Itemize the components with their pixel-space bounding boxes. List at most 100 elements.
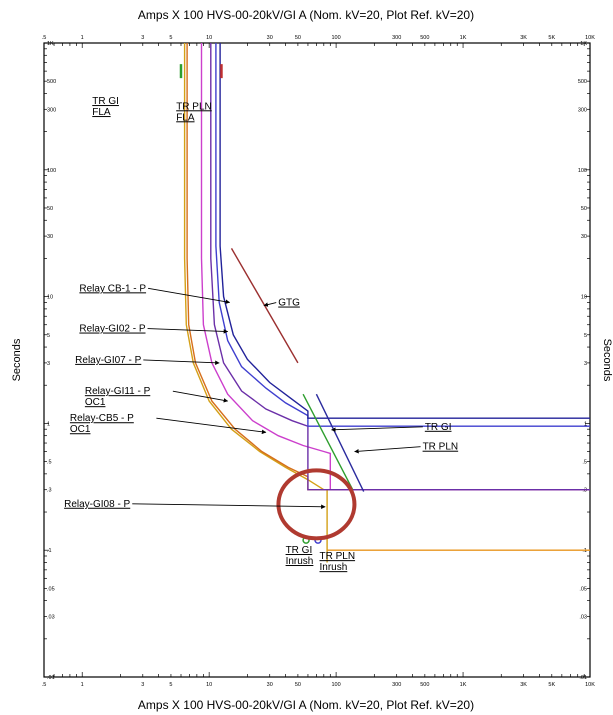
lbl-tr-pln-inrush-line: Inrush (320, 562, 348, 573)
x-tick-label-top: 300 (392, 35, 401, 41)
x-tick-label-top: .5 (42, 35, 47, 41)
lbl-relay-gi11: Relay-GI11 - P OC1 (85, 386, 151, 408)
y-tick-label-right: 500 (578, 79, 587, 85)
lbl-tr-gi-inrush-line: TR GI (286, 545, 313, 556)
lbl-relay-gi08: Relay-GI08 - P (64, 499, 130, 510)
x-tick-label-bottom: 1 (81, 682, 84, 688)
lbl-relay-gi07-line: Relay-GI07 - P (75, 355, 141, 366)
series-cb5 (186, 43, 590, 491)
lbl-relay-gi08-line: Relay-GI08 - P (64, 499, 130, 510)
series-gi02 (215, 43, 590, 427)
y-tick-label-right: 50 (581, 206, 587, 212)
lbl-relay-cb1-line: Relay CB-1 - P (79, 283, 146, 294)
y-tick-label-right: 10 (581, 295, 587, 301)
y-tick-label-right: .03 (579, 615, 587, 621)
x-tick-label-top: 5K (548, 35, 555, 41)
series-trpln_dmg (315, 393, 365, 492)
y-tick-label-left: .1 (47, 548, 52, 554)
x-tick-label-bottom: 50 (295, 682, 301, 688)
lbl-relay-cb5: Relay-CB5 - P OC1 (70, 413, 134, 435)
x-tick-label-bottom: 500 (420, 682, 429, 688)
lbl-relay-cb1-arrow (147, 287, 231, 304)
chart-title-top: Amps X 100 HVS-00-20kV/GI A (Nom. kV=20,… (138, 8, 474, 22)
y-tick-label-right: 3 (584, 361, 587, 367)
lbl-tr-gi-arrow (331, 426, 423, 432)
x-tick-label-top: 100 (332, 35, 341, 41)
lbl-tr-gi-fla-line: TR GI (92, 96, 119, 107)
lbl-tr-pln-inrush-line: TR PLN (320, 551, 356, 562)
chart-title-bottom: Amps X 100 HVS-00-20kV/GI A (Nom. kV=20,… (138, 698, 474, 712)
y-tick-label-left: .03 (47, 615, 55, 621)
y-tick-label-left: 500 (47, 79, 56, 85)
x-tick-label-top: 50 (295, 35, 301, 41)
lbl-relay-gi11-line: Relay-GI11 - P (85, 386, 151, 397)
x-tick-label-top: 10K (585, 35, 595, 41)
lbl-tr-gi-fla: TR GI FLA (92, 96, 119, 118)
series-gi08 (183, 43, 328, 563)
lbl-tr-pln-inrush: TR PLN Inrush (320, 551, 356, 573)
x-tick-label-top: 3 (141, 35, 144, 41)
lbl-relay-gi11-arrow (172, 390, 229, 403)
lbl-relay-gi07-arrow (143, 359, 220, 365)
axis-ticks: .5 .5 1 1 3 3 5 5 10 10 30 30 50 50 100 100 300 300 500 500… (42, 35, 596, 688)
y-tick-label-left: 300 (47, 107, 56, 113)
x-tick-label-top: 1K (460, 35, 467, 41)
x-tick-label-bottom: 3K (520, 682, 527, 688)
y-tick-label-right: 1K (580, 41, 587, 47)
lbl-tr-pln-fla: TR PLN FLA (176, 101, 212, 123)
highlight-circle (276, 468, 357, 541)
x-tick-label-top: 5 (169, 35, 172, 41)
y-tick-label-left: 10 (47, 295, 53, 301)
lbl-relay-gi11-line: OC1 (85, 397, 106, 408)
lbl-tr-pln-fla-line: TR PLN (176, 101, 212, 112)
x-tick-label-top: 10 (206, 35, 212, 41)
series-trgi_dmg (302, 393, 354, 491)
y-tick-label-right: 1 (584, 421, 587, 427)
lbl-gtg: GTG (278, 298, 300, 309)
y-tick-label-right: .5 (582, 460, 587, 466)
y-axis-label: Seconds (11, 338, 23, 381)
y-tick-label-left: 30 (47, 234, 53, 240)
chart-markers (179, 64, 357, 544)
y-tick-label-left: .05 (47, 586, 55, 592)
x-tick-label-top: 30 (267, 35, 273, 41)
x-tick-label-top: 1 (81, 35, 84, 41)
y-tick-label-left: 5 (47, 333, 50, 339)
lbl-relay-gi07: Relay-GI07 - P (75, 355, 141, 366)
y-axis-label-right: Seconds (601, 339, 613, 382)
lbl-relay-gi08-arrow (132, 503, 326, 509)
lbl-relay-cb5-line: OC1 (70, 424, 91, 435)
lbl-relay-gi02-line: Relay-GI02 - P (79, 324, 145, 335)
y-tick-label-left: .5 (47, 460, 52, 466)
y-tick-label-left: 3 (47, 361, 50, 367)
lbl-tr-gi-inrush: TR GI Inrush (286, 545, 314, 567)
y-tick-label-left: .01 (47, 675, 55, 681)
lbl-relay-gi02-arrow (147, 328, 229, 334)
y-tick-label-right: 5 (584, 333, 587, 339)
lbl-tr-gi: TR GI (425, 422, 452, 433)
y-tick-label-right: 100 (578, 168, 587, 174)
lbl-tr-gi-inrush-line: Inrush (286, 556, 314, 567)
y-tick-label-right: 300 (578, 107, 587, 113)
x-tick-label-bottom: 5K (548, 682, 555, 688)
x-tick-label-bottom: 100 (332, 682, 341, 688)
lbl-relay-cb5-line: Relay-CB5 - P (70, 413, 134, 424)
lbl-tr-pln: TR PLN (423, 442, 459, 453)
lbl-tr-pln-fla-line: FLA (176, 112, 195, 123)
x-tick-label-bottom: 10K (585, 682, 595, 688)
lbl-relay-cb5-arrow (156, 417, 267, 435)
y-tick-label-left: .3 (47, 488, 52, 494)
y-tick-label-left: 100 (47, 168, 56, 174)
plot-frame (43, 42, 591, 678)
x-tick-label-bottom: 1K (460, 682, 467, 688)
chart-series (183, 43, 590, 563)
x-tick-label-bottom: 300 (392, 682, 401, 688)
lbl-gtg-arrow (263, 302, 277, 307)
x-tick-label-bottom: .5 (42, 682, 47, 688)
x-tick-label-bottom: 5 (169, 682, 172, 688)
y-tick-label-left: 1 (47, 421, 50, 427)
x-tick-label-bottom: 30 (267, 682, 273, 688)
y-tick-label-right: 30 (581, 234, 587, 240)
